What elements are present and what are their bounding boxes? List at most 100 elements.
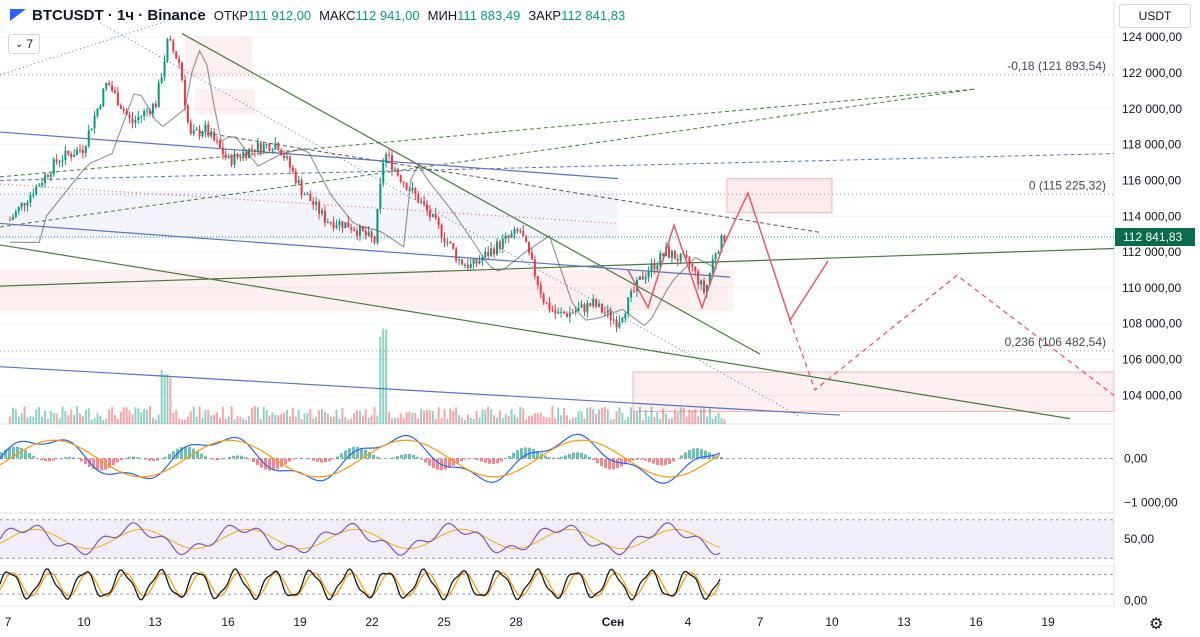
candle-body — [507, 235, 510, 238]
volume-bar — [221, 407, 224, 424]
volume-bar — [41, 416, 44, 424]
volume-bar — [76, 406, 79, 424]
volume-bar — [469, 417, 472, 424]
candle-body — [274, 142, 277, 150]
macd-bar — [68, 456, 71, 459]
volume-bar — [700, 409, 703, 424]
candle-body — [67, 150, 70, 154]
volume-bar — [711, 419, 714, 424]
candle-body — [356, 230, 359, 236]
indicators-toggle-button[interactable]: ⌄ 7 — [8, 34, 40, 54]
macd-bar — [248, 458, 251, 460]
chart-header: BTCUSDT · 1ч · Binance ОТКР 111 912,00 М… — [0, 0, 625, 30]
price-axis-label: 104 000,00 — [1122, 388, 1182, 402]
price-axis-label: 116 000,00 — [1122, 173, 1181, 187]
volume-bar — [335, 409, 338, 424]
macd-bar — [472, 458, 475, 460]
gear-icon[interactable]: ⚙ — [1149, 616, 1164, 633]
volume-bar — [151, 417, 154, 424]
time-axis-label: 13 — [897, 615, 911, 629]
volume-bar — [38, 407, 41, 424]
candle-body — [207, 124, 210, 137]
candle-body — [615, 319, 618, 328]
candle-body — [239, 156, 242, 158]
candle-body — [309, 193, 312, 202]
time-axis-label: 4 — [685, 615, 692, 629]
macd-bar — [496, 458, 499, 464]
volume-bar — [551, 406, 554, 424]
volume-bar — [405, 411, 408, 424]
volume-bar — [113, 414, 116, 424]
candle-body — [49, 174, 52, 177]
candle-body — [708, 272, 711, 286]
volume-bar — [207, 410, 210, 424]
high-value: 112 941,00 — [355, 7, 420, 23]
volume-bar — [676, 412, 679, 424]
volume-bar — [542, 416, 545, 424]
rsi-band — [0, 519, 1114, 559]
volume-bar — [105, 418, 108, 424]
candle-body — [303, 194, 306, 196]
macd-bar — [132, 456, 135, 459]
volume-bar — [259, 419, 262, 424]
candle-body — [186, 105, 189, 123]
candle-body — [283, 155, 286, 159]
macd-bar — [100, 458, 103, 471]
volume-bar — [600, 407, 603, 424]
candle-body — [717, 252, 720, 254]
symbol-title[interactable]: BTCUSDT · 1ч · Binance — [32, 6, 206, 24]
candle-body — [14, 211, 17, 217]
candle-body — [216, 140, 219, 142]
macd-bar — [544, 455, 547, 459]
macd-bar — [408, 453, 411, 459]
candle-body — [32, 194, 35, 196]
candle-body — [376, 208, 379, 243]
candle-body — [26, 202, 29, 206]
volume-bar — [402, 417, 405, 424]
candle-body — [630, 290, 633, 298]
macd-bar — [672, 458, 675, 462]
macd-bar — [220, 458, 223, 460]
volume-bar — [181, 419, 184, 424]
projection-dashed-path — [789, 274, 1115, 396]
volume-bar — [545, 417, 548, 424]
currency-button[interactable]: USDT — [1119, 4, 1191, 28]
time-axis-label: 7 — [5, 615, 12, 629]
macd-bar — [372, 454, 375, 459]
candle-body — [233, 153, 236, 165]
macd-bar — [48, 458, 51, 462]
volume-bar — [466, 414, 469, 424]
macd-bar — [312, 458, 315, 461]
volume-bar — [338, 418, 341, 424]
volume-bar — [475, 411, 478, 424]
dashed-upper-trendline — [0, 88, 976, 178]
macd-bar — [168, 454, 171, 459]
macd-bar — [256, 458, 259, 465]
macd-bar — [564, 455, 567, 459]
candle-body — [557, 311, 560, 314]
volume-bar — [78, 413, 81, 424]
candle-body — [248, 148, 251, 158]
macd-bar — [420, 458, 423, 460]
macd-bar — [568, 453, 571, 459]
candle-body — [213, 131, 216, 141]
macd-bar — [548, 457, 551, 459]
candle-body — [504, 235, 507, 239]
macd-bar — [428, 458, 431, 466]
volume-bar — [140, 412, 143, 424]
candles-group — [9, 35, 726, 333]
volume-bar — [481, 409, 484, 424]
volume-bar — [592, 408, 595, 424]
volume-bar — [186, 416, 189, 424]
channel-upper-line — [0, 131, 619, 180]
macd-bar — [604, 458, 607, 469]
candle-body — [700, 280, 703, 285]
volume-bar — [154, 419, 157, 424]
open-label: ОТКР — [213, 7, 249, 23]
candle-body — [245, 152, 248, 158]
volume-bar — [519, 406, 522, 424]
volume-bar — [528, 415, 531, 424]
volume-bar — [635, 411, 638, 424]
volume-bar — [55, 413, 58, 424]
